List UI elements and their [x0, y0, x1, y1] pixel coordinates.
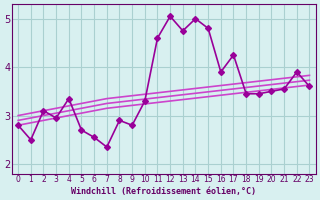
X-axis label: Windchill (Refroidissement éolien,°C): Windchill (Refroidissement éolien,°C) [71, 187, 256, 196]
